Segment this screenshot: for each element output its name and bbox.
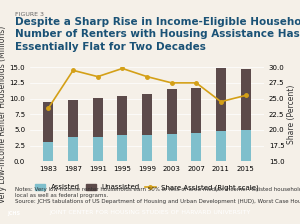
- Text: Despite a Sharp Rise in Income-Eligible Households, the
Number of Renters with H: Despite a Sharp Rise in Income-Eligible …: [15, 17, 300, 52]
- Bar: [117, 96, 128, 161]
- Bar: [142, 94, 152, 161]
- Bar: [216, 131, 226, 161]
- Bar: [167, 134, 177, 161]
- Text: Notes: Very low-income renter households earn 50% or less of area median income.: Notes: Very low-income renter households…: [15, 187, 300, 205]
- Bar: [93, 137, 103, 161]
- Bar: [142, 135, 152, 161]
- Text: FIGURE 3: FIGURE 3: [15, 12, 44, 17]
- Text: JOINT CENTER FOR HOUSING STUDIES OF HARVARD UNIVERSITY: JOINT CENTER FOR HOUSING STUDIES OF HARV…: [49, 210, 251, 215]
- Bar: [68, 100, 78, 161]
- Text: JCHS: JCHS: [7, 211, 20, 216]
- Bar: [216, 69, 226, 161]
- Bar: [44, 142, 53, 161]
- Bar: [44, 102, 53, 161]
- Bar: [93, 98, 103, 161]
- Bar: [117, 135, 128, 161]
- Bar: [167, 88, 177, 161]
- Y-axis label: Very Low-Income Renter Households (Millions): Very Low-Income Renter Households (Milli…: [0, 26, 7, 203]
- Legend: Assisted, Unassisted, Share Assisted (Right scale): Assisted, Unassisted, Share Assisted (Ri…: [32, 181, 262, 194]
- Bar: [68, 138, 78, 161]
- Bar: [241, 130, 250, 161]
- Y-axis label: Share (Percent): Share (Percent): [287, 84, 296, 144]
- Bar: [191, 88, 201, 161]
- Bar: [191, 133, 201, 161]
- Bar: [241, 69, 250, 161]
